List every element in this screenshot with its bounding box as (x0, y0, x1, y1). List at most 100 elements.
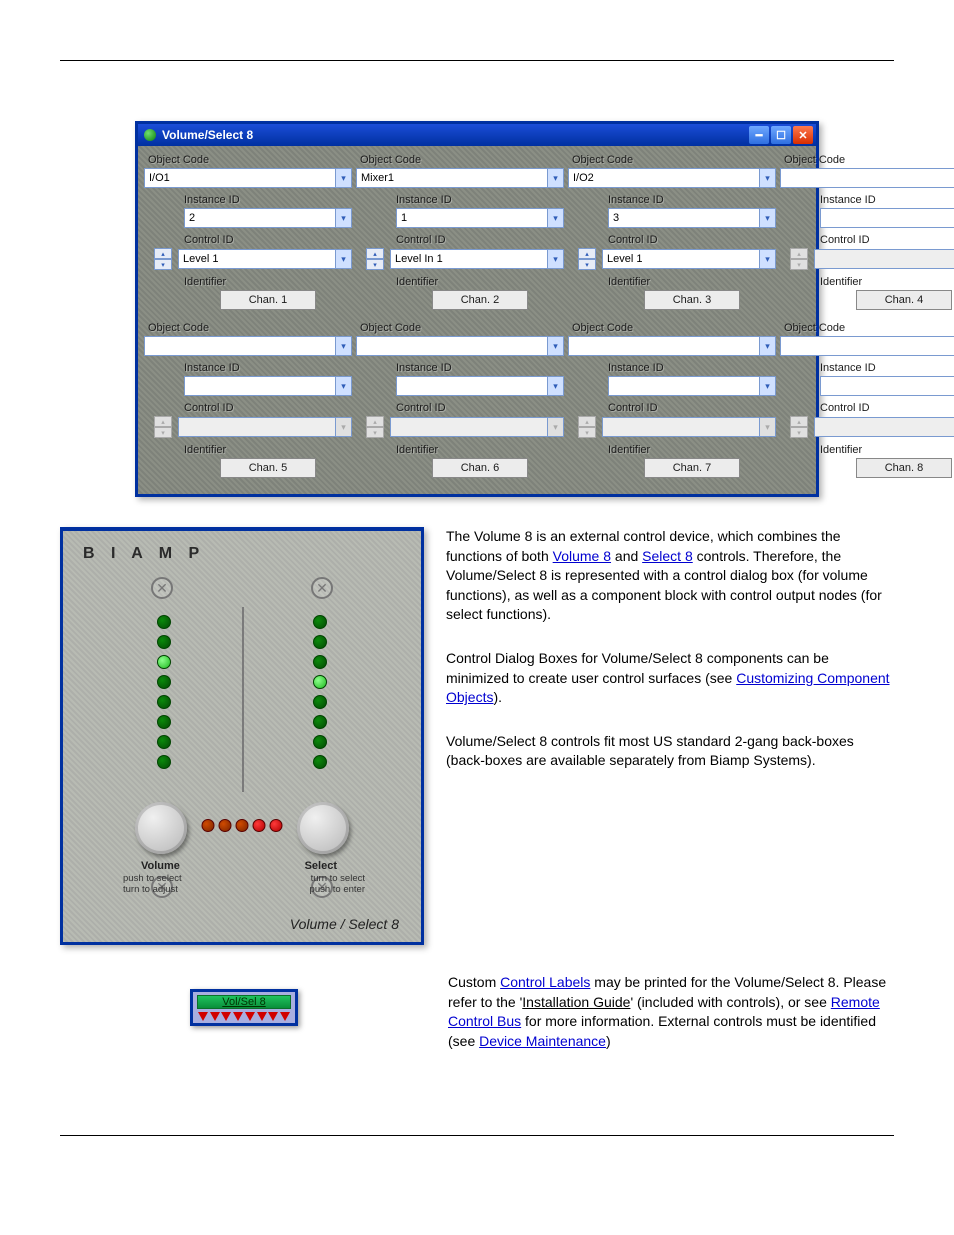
chevron-down-icon[interactable]: ▾ (759, 336, 776, 356)
link-select-8[interactable]: Select 8 (642, 548, 693, 564)
control-id-combo[interactable]: ▾ (390, 249, 564, 269)
object-code-label: Object Code (144, 320, 356, 336)
object-code-combo[interactable]: ▾ (568, 336, 776, 356)
object-code-input[interactable] (144, 336, 335, 356)
control-id-stepper[interactable]: ▴ ▾ (578, 248, 596, 270)
step-up-icon[interactable]: ▴ (578, 248, 596, 259)
link-control-labels[interactable]: Control Labels (500, 974, 590, 990)
chevron-down-icon[interactable]: ▾ (759, 168, 776, 188)
control-id-input (602, 417, 759, 437)
object-code-combo[interactable]: ▾ (356, 168, 564, 188)
step-down-icon[interactable]: ▾ (154, 259, 172, 270)
output-node-icon[interactable] (210, 1012, 220, 1021)
identifier-label: Identifier (568, 274, 780, 290)
instance-id-input[interactable] (184, 376, 335, 396)
chevron-down-icon[interactable]: ▾ (547, 249, 564, 269)
control-id-label: Control ID (144, 400, 356, 416)
instance-id-input[interactable] (820, 376, 954, 396)
control-id-combo[interactable]: ▾ (602, 249, 776, 269)
step-down-icon[interactable]: ▾ (578, 259, 596, 270)
chevron-down-icon[interactable]: ▾ (335, 376, 352, 396)
chevron-down-icon[interactable]: ▾ (335, 168, 352, 188)
instance-id-label: Instance ID (568, 360, 780, 376)
installation-guide: Installation Guide (522, 994, 630, 1010)
instance-id-combo[interactable]: ▾ (184, 376, 352, 396)
minimize-button[interactable]: ━ (749, 126, 769, 144)
led-icon (157, 735, 171, 749)
step-up-icon[interactable]: ▴ (154, 248, 172, 259)
output-node-icon[interactable] (233, 1012, 243, 1021)
object-code-combo[interactable]: ▾ (780, 336, 954, 356)
object-code-input[interactable] (144, 168, 335, 188)
chevron-down-icon[interactable]: ▾ (547, 376, 564, 396)
screw-icon: ✕ (311, 577, 333, 599)
output-node-icon[interactable] (221, 1012, 231, 1021)
chevron-down-icon[interactable]: ▾ (335, 249, 352, 269)
led-icon (157, 675, 171, 689)
chevron-down-icon[interactable]: ▾ (335, 336, 352, 356)
control-id-stepper[interactable]: ▴ ▾ (366, 248, 384, 270)
instance-id-combo[interactable]: ▾ (396, 376, 564, 396)
instance-id-input[interactable] (820, 208, 954, 228)
control-id-combo[interactable]: ▾ (178, 249, 352, 269)
output-node-icon[interactable] (198, 1012, 208, 1021)
paragraph: Control Dialog Boxes for Volume/Select 8… (446, 649, 894, 708)
object-code-input[interactable] (568, 168, 759, 188)
output-nodes (193, 1009, 295, 1021)
step-up-icon: ▴ (790, 416, 808, 427)
object-code-input[interactable] (356, 336, 547, 356)
object-code-combo[interactable]: ▾ (144, 168, 352, 188)
instance-id-input[interactable] (396, 208, 547, 228)
instance-id-input[interactable] (608, 376, 759, 396)
instance-id-combo[interactable]: ▾ (184, 208, 352, 228)
close-button[interactable]: ✕ (793, 126, 813, 144)
instance-id-combo[interactable]: ▾ (820, 208, 954, 228)
instance-id-combo[interactable]: ▾ (608, 376, 776, 396)
chevron-down-icon[interactable]: ▾ (547, 168, 564, 188)
instance-id-combo[interactable]: ▾ (396, 208, 564, 228)
instance-id-input[interactable] (608, 208, 759, 228)
select-knob[interactable] (297, 802, 349, 854)
chevron-down-icon[interactable]: ▾ (759, 208, 776, 228)
instance-id-input[interactable] (184, 208, 335, 228)
object-code-combo[interactable]: ▾ (356, 336, 564, 356)
object-code-input[interactable] (356, 168, 547, 188)
step-up-icon[interactable]: ▴ (366, 248, 384, 259)
volume-knob[interactable] (135, 802, 187, 854)
select-label: Select (305, 860, 337, 872)
step-down-icon[interactable]: ▾ (366, 259, 384, 270)
instance-id-label: Instance ID (780, 360, 954, 376)
output-node-icon[interactable] (280, 1012, 290, 1021)
instance-id-combo[interactable]: ▾ (608, 208, 776, 228)
chevron-down-icon[interactable]: ▾ (547, 208, 564, 228)
output-node-icon[interactable] (268, 1012, 278, 1021)
led-icon (157, 655, 171, 669)
red-led-icon (253, 819, 266, 832)
titlebar[interactable]: Volume/Select 8 ━ ☐ ✕ (138, 124, 816, 146)
link-volume-8[interactable]: Volume 8 (553, 548, 611, 564)
control-id-stepper: ▴ ▾ (790, 248, 808, 270)
output-node-icon[interactable] (257, 1012, 267, 1021)
instance-id-combo[interactable]: ▾ (820, 376, 954, 396)
chevron-down-icon[interactable]: ▾ (759, 249, 776, 269)
component-block[interactable]: Vol/Sel 8 (190, 989, 298, 1026)
object-code-combo[interactable]: ▾ (780, 168, 954, 188)
object-code-input[interactable] (568, 336, 759, 356)
output-node-icon[interactable] (245, 1012, 255, 1021)
object-code-input[interactable] (780, 168, 954, 188)
instance-id-input[interactable] (396, 376, 547, 396)
control-id-input[interactable] (390, 249, 547, 269)
control-id-input (390, 417, 547, 437)
object-code-combo[interactable]: ▾ (144, 336, 352, 356)
maximize-button[interactable]: ☐ (771, 126, 791, 144)
control-id-input[interactable] (178, 249, 335, 269)
chevron-down-icon[interactable]: ▾ (759, 376, 776, 396)
object-code-combo[interactable]: ▾ (568, 168, 776, 188)
chevron-down-icon[interactable]: ▾ (547, 336, 564, 356)
chevron-down-icon[interactable]: ▾ (335, 208, 352, 228)
object-code-input[interactable] (780, 336, 954, 356)
link-device-maintenance[interactable]: Device Maintenance (479, 1033, 606, 1049)
control-id-stepper[interactable]: ▴ ▾ (154, 248, 172, 270)
instance-id-label: Instance ID (568, 192, 780, 208)
control-id-input[interactable] (602, 249, 759, 269)
